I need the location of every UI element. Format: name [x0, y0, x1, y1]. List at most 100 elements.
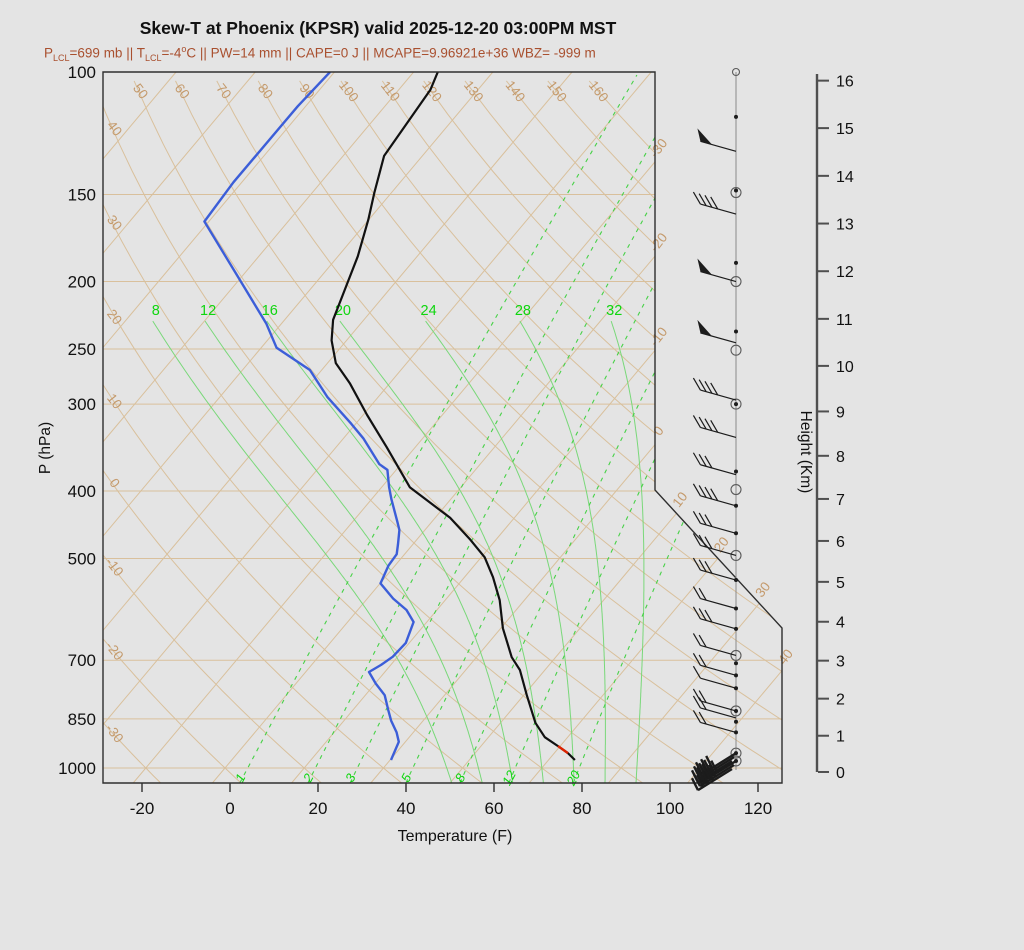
isotherm-label: 0	[650, 423, 666, 438]
wind-barb-feather	[698, 690, 707, 703]
dry-adiabat-label: 140	[502, 78, 528, 105]
wind-barb-shaft	[700, 495, 737, 507]
wind-barb-feather	[692, 377, 701, 391]
mixing-ratio-line	[349, 74, 725, 783]
wind-barb-shaft	[700, 389, 737, 401]
wind-barb-feather	[698, 608, 707, 621]
wind-barb-feather	[706, 768, 715, 782]
dry-adiabat-label: 90	[297, 81, 318, 102]
dry-adiabat-line	[103, 80, 724, 783]
wind-barb-shaft	[700, 644, 737, 656]
wind-barb-feather	[704, 418, 713, 431]
mixing-ratio-line	[459, 74, 782, 783]
dry-adiabat-line	[103, 80, 162, 783]
station-circle	[731, 67, 741, 77]
station-circle	[730, 483, 742, 496]
mixing-ratio-label: 20	[563, 767, 584, 788]
x-tick-label: 20	[309, 799, 328, 818]
wind-barb-shaft	[700, 664, 737, 676]
isotherm-line	[103, 72, 177, 783]
isotherm-label: 20	[711, 534, 732, 555]
wind-barb-shaft	[700, 677, 737, 689]
isotherm-line	[687, 72, 782, 783]
wind-barb-feather	[698, 770, 707, 784]
dry-adiabat-label: 10	[104, 391, 125, 412]
wind-barb-feather	[698, 454, 707, 467]
dry-adiabat-line	[464, 80, 782, 783]
dry-adiabat-line	[103, 80, 403, 783]
moist-adiabat-line	[610, 320, 645, 783]
wind-barb-feather	[704, 609, 713, 623]
wind-barb-feather	[703, 767, 712, 781]
wind-barb-feather	[690, 777, 700, 791]
x-tick-label: 60	[485, 799, 504, 818]
x-tick-label: 80	[573, 799, 592, 818]
dry-adiabat-label: 60	[172, 81, 193, 102]
wind-barb-feather	[710, 760, 719, 774]
wind-barb-feather	[704, 455, 713, 469]
dry-adiabat-label: 30	[104, 212, 125, 233]
wind-barb-shaft	[700, 700, 737, 712]
surface-red-segment	[557, 745, 569, 755]
height-tick-label: 0	[836, 765, 845, 782]
dewpoint-curve	[203, 72, 415, 761]
wind-barb-feather	[692, 415, 701, 428]
wind-barb-shaft	[700, 721, 737, 734]
station-dot	[734, 402, 738, 407]
wind-barb-feather	[698, 416, 707, 430]
dry-adiabat-label: 70	[213, 81, 234, 102]
moist-adiabat-label: 32	[606, 303, 622, 319]
station-circle	[730, 186, 742, 199]
wind-barb-feather	[698, 654, 707, 668]
dry-adiabat-line	[299, 80, 782, 783]
wind-barb-feather	[692, 633, 701, 646]
wind-barb-feather	[698, 534, 707, 548]
station-dot	[734, 661, 738, 666]
station-circle	[730, 649, 742, 661]
wind-barb-feather	[698, 697, 707, 710]
wind-barb-feather	[710, 196, 719, 210]
wind-barb-feather	[696, 774, 705, 788]
wind-barb-feather	[710, 382, 719, 396]
station-circle	[730, 747, 742, 759]
moist-adiabat-line	[152, 320, 453, 783]
height-tick-label: 15	[836, 121, 854, 138]
chart-title: Skew-T at Phoenix (KPSR) valid 2025-12-2…	[139, 18, 617, 38]
wind-barb-feather	[692, 483, 701, 497]
pressure-tick-label: 250	[68, 340, 96, 359]
dry-adiabat-label: 100	[336, 78, 362, 105]
wind-barb-feather	[692, 533, 701, 546]
wind-barb-feather	[692, 710, 701, 723]
station-dot	[734, 469, 738, 474]
dry-adiabat-line	[103, 80, 483, 783]
x-tick-label: 100	[656, 799, 684, 818]
moist-adiabat-line	[425, 320, 575, 783]
wind-barb-flag	[697, 258, 712, 275]
dry-adiabat-label: 80	[255, 81, 276, 102]
isotherm-line	[103, 72, 494, 783]
station-dot	[734, 260, 738, 265]
station-circle	[730, 275, 742, 288]
height-tick-label: 10	[836, 359, 854, 376]
isotherm-label: 40	[775, 646, 796, 667]
pressure-tick-label: 700	[68, 651, 96, 670]
isotherm-label: 30	[752, 579, 773, 600]
moist-adiabat-label: 16	[262, 303, 278, 319]
pressure-tick-label: 850	[68, 710, 96, 729]
moist-adiabat-line	[339, 320, 544, 783]
pressure-tick-label: 400	[68, 482, 96, 501]
wind-barb-shaft	[700, 522, 737, 534]
dry-adiabat-line	[103, 80, 322, 783]
height-tick-label: 11	[836, 312, 853, 329]
chart-subtitle: PLCL=699 mb || TLCL=-4oC || PW=14 mm || …	[44, 44, 596, 64]
moist-adiabat-label: 8	[152, 303, 160, 319]
dry-adiabat-label: 40	[104, 118, 125, 139]
isotherm-label: 10	[669, 489, 690, 510]
station-dot	[734, 329, 738, 334]
wind-barb-column	[690, 67, 742, 792]
station-circle	[730, 344, 742, 356]
wind-barb-feather	[698, 634, 707, 648]
